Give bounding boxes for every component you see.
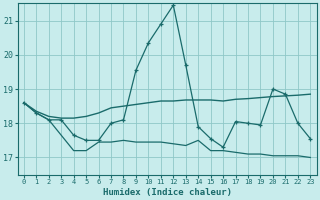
X-axis label: Humidex (Indice chaleur): Humidex (Indice chaleur): [103, 188, 232, 197]
